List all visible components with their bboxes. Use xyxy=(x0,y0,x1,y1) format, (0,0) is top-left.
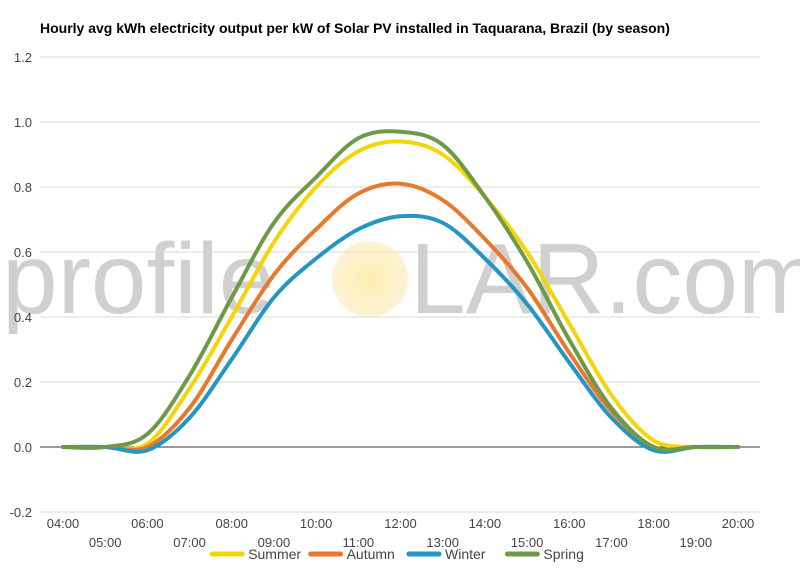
legend-label: Winter xyxy=(445,546,486,562)
x-tick-label: 04:00 xyxy=(47,516,80,531)
x-tick-label: 18:00 xyxy=(637,516,670,531)
series-line-spring xyxy=(61,129,740,452)
y-tick-label: -0.2 xyxy=(10,505,32,520)
x-tick-label: 08:00 xyxy=(215,516,248,531)
y-tick-label: 0.6 xyxy=(14,245,32,260)
y-tick-label: 0.2 xyxy=(14,375,32,390)
legend-item-winter[interactable]: Winter xyxy=(406,546,486,562)
x-tick-label: 12:00 xyxy=(384,516,417,531)
series-line-summer xyxy=(61,139,740,451)
x-tick-label: 10:00 xyxy=(300,516,333,531)
series-line-winter xyxy=(61,213,740,454)
y-tick-label: 0.0 xyxy=(14,440,32,455)
x-tick-label: 19:00 xyxy=(680,535,713,550)
x-tick-label: 16:00 xyxy=(553,516,586,531)
x-tick-label: 07:00 xyxy=(173,535,206,550)
watermark-left: profile xyxy=(2,223,274,335)
x-tick-label: 13:00 xyxy=(426,535,459,550)
legend-item-autumn[interactable]: Autumn xyxy=(308,546,395,562)
chart-title: Hourly avg kWh electricity output per kW… xyxy=(40,20,670,36)
y-tick-label: 0.4 xyxy=(14,310,32,325)
sun-logo xyxy=(332,241,408,317)
watermark-right: LAR.com xyxy=(410,223,800,335)
x-tick-label: 06:00 xyxy=(131,516,164,531)
legend-label: Spring xyxy=(543,546,583,562)
legend-label: Autumn xyxy=(347,546,395,562)
series-layer xyxy=(61,129,740,454)
watermark: profile LAR.com xyxy=(2,223,800,335)
y-tick-label: 1.2 xyxy=(14,50,32,65)
legend-item-summer[interactable]: Summer xyxy=(209,546,301,562)
x-tick-label: 15:00 xyxy=(511,535,544,550)
legend: Summer Autumn Winter Spring xyxy=(209,546,584,562)
y-tick-label: 0.8 xyxy=(14,180,32,195)
y-tick-label: 1.0 xyxy=(14,115,32,130)
legend-item-spring[interactable]: Spring xyxy=(504,546,584,562)
x-tick-label: 05:00 xyxy=(89,535,122,550)
x-tick-labels: 04:00 05:00 06:00 07:00 08:00 09:00 10:00 11:00… xyxy=(47,516,755,550)
y-tick-labels: -0.2 0.0 0.2 0.4 0.6 0.8 1.0 1.2 xyxy=(10,50,32,520)
legend-label: Summer xyxy=(248,546,301,562)
x-tick-label: 09:00 xyxy=(258,535,291,550)
x-tick-label: 20:00 xyxy=(722,516,755,531)
x-tick-label: 11:00 xyxy=(343,535,375,550)
x-tick-label: 17:00 xyxy=(595,535,628,550)
grid-layer xyxy=(40,56,760,513)
x-tick-label: 14:00 xyxy=(469,516,502,531)
